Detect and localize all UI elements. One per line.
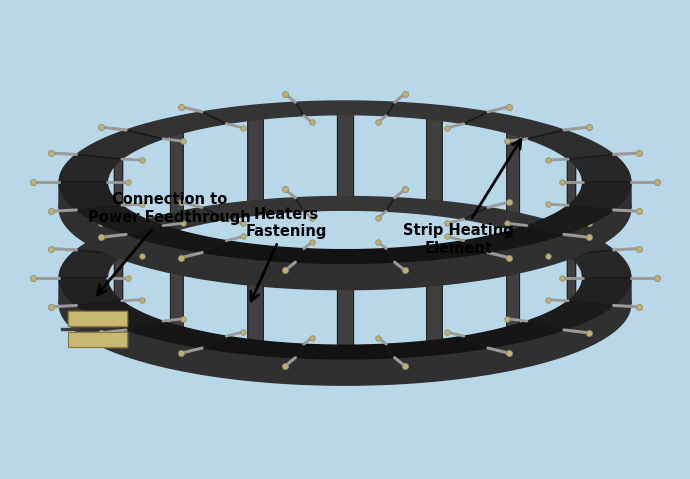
Polygon shape: [126, 330, 202, 374]
Polygon shape: [506, 238, 520, 336]
Polygon shape: [126, 321, 226, 348]
Polygon shape: [569, 250, 631, 278]
Polygon shape: [59, 250, 121, 278]
Polygon shape: [202, 336, 304, 358]
Polygon shape: [86, 193, 89, 293]
Polygon shape: [126, 207, 226, 234]
Polygon shape: [386, 336, 488, 358]
Polygon shape: [564, 210, 613, 261]
Polygon shape: [569, 278, 631, 306]
Polygon shape: [386, 198, 488, 219]
Polygon shape: [386, 240, 488, 262]
Polygon shape: [395, 348, 488, 384]
Polygon shape: [601, 167, 604, 267]
Polygon shape: [464, 112, 564, 139]
Polygon shape: [59, 182, 121, 210]
Polygon shape: [295, 249, 395, 263]
Text: Connection to
Power Feedthrough: Connection to Power Feedthrough: [88, 192, 250, 295]
Polygon shape: [202, 198, 304, 219]
Polygon shape: [202, 348, 295, 384]
Polygon shape: [601, 193, 604, 293]
Polygon shape: [59, 182, 77, 236]
Polygon shape: [77, 226, 163, 255]
Polygon shape: [59, 278, 121, 306]
Polygon shape: [77, 205, 163, 234]
Polygon shape: [126, 226, 226, 252]
Polygon shape: [337, 256, 353, 352]
Polygon shape: [613, 154, 631, 208]
Polygon shape: [464, 207, 564, 234]
Polygon shape: [59, 250, 77, 304]
Polygon shape: [248, 112, 264, 209]
Polygon shape: [295, 344, 395, 359]
Polygon shape: [567, 217, 575, 317]
Polygon shape: [613, 250, 631, 304]
Polygon shape: [567, 143, 575, 242]
Text: Strip Heating
Element: Strip Heating Element: [403, 139, 521, 256]
Polygon shape: [506, 124, 520, 222]
Polygon shape: [77, 130, 163, 159]
Polygon shape: [613, 278, 631, 332]
Polygon shape: [248, 251, 264, 348]
Polygon shape: [386, 102, 488, 124]
Polygon shape: [86, 167, 89, 267]
Polygon shape: [77, 301, 163, 330]
Text: Heaters
Fastening: Heaters Fastening: [246, 206, 327, 301]
Polygon shape: [170, 124, 184, 222]
Polygon shape: [527, 130, 613, 159]
Polygon shape: [564, 306, 613, 356]
Polygon shape: [59, 154, 77, 208]
Polygon shape: [488, 234, 564, 279]
Polygon shape: [527, 205, 613, 234]
Polygon shape: [395, 252, 488, 288]
Polygon shape: [202, 252, 295, 288]
Polygon shape: [464, 226, 564, 252]
Polygon shape: [295, 196, 395, 211]
Polygon shape: [59, 154, 121, 182]
Polygon shape: [569, 154, 631, 182]
Polygon shape: [115, 217, 123, 317]
Polygon shape: [59, 278, 77, 332]
Polygon shape: [126, 112, 226, 139]
Polygon shape: [337, 108, 353, 204]
Polygon shape: [426, 251, 442, 348]
Polygon shape: [527, 301, 613, 330]
Polygon shape: [77, 210, 126, 261]
Polygon shape: [170, 238, 184, 336]
Polygon shape: [527, 226, 613, 255]
Polygon shape: [613, 182, 631, 236]
Polygon shape: [202, 240, 304, 262]
Polygon shape: [488, 330, 564, 374]
Polygon shape: [295, 262, 395, 290]
Polygon shape: [115, 143, 123, 242]
Polygon shape: [464, 321, 564, 348]
Polygon shape: [68, 332, 127, 347]
Polygon shape: [68, 311, 127, 326]
Polygon shape: [569, 182, 631, 210]
Polygon shape: [126, 234, 202, 279]
Polygon shape: [202, 102, 304, 124]
Polygon shape: [295, 358, 395, 385]
Polygon shape: [295, 101, 395, 116]
Polygon shape: [426, 112, 442, 209]
Polygon shape: [61, 328, 79, 330]
Polygon shape: [77, 306, 126, 356]
